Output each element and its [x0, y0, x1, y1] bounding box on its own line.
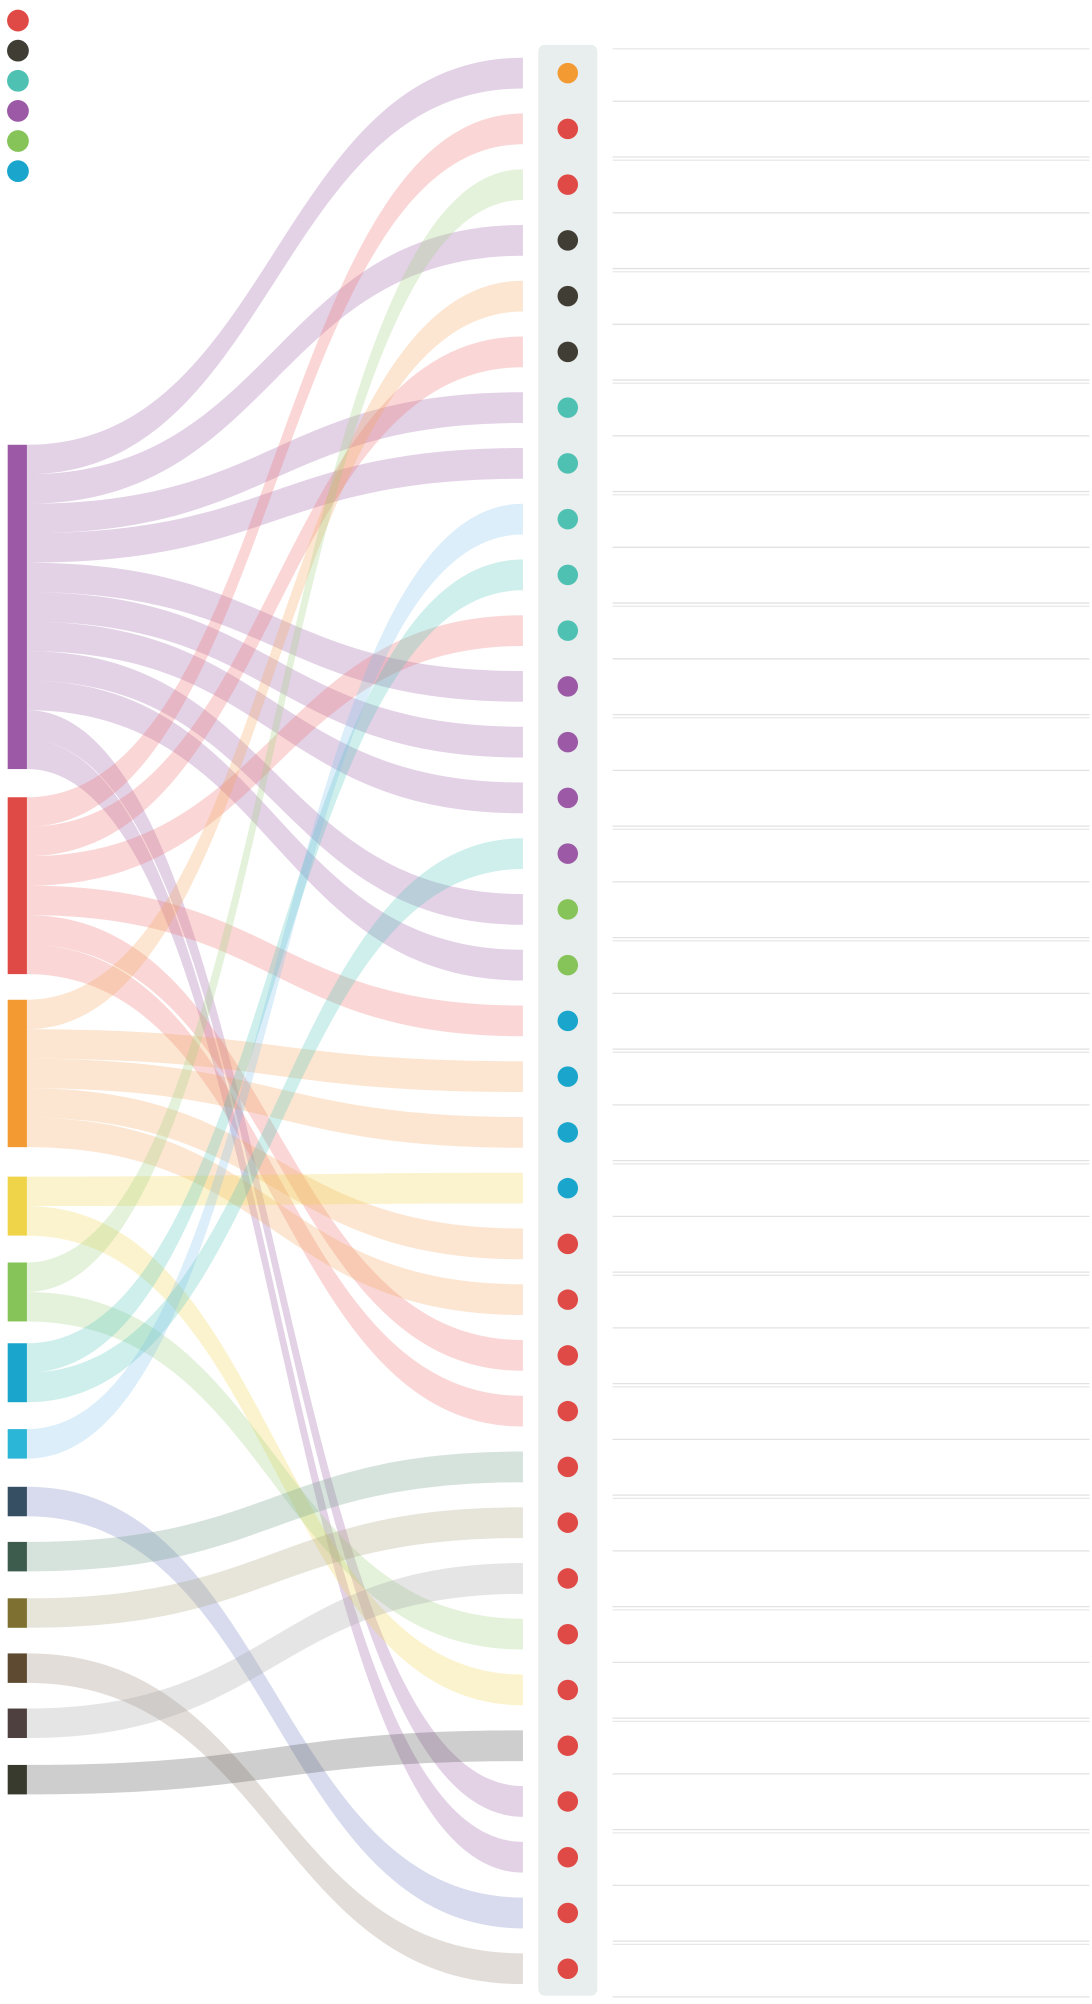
target-dot — [557, 1679, 579, 1701]
target-dot — [557, 1456, 579, 1478]
link — [26, 615, 523, 886]
link — [26, 838, 523, 1403]
link — [26, 392, 523, 534]
source-node — [7, 1653, 27, 1683]
link — [26, 503, 523, 1459]
link — [26, 739, 523, 1873]
legend-dot — [7, 130, 29, 152]
legend-dot — [7, 69, 29, 92]
target-dot — [557, 731, 579, 753]
target-dot — [557, 1400, 579, 1422]
link — [26, 885, 523, 1037]
link — [26, 1058, 523, 1148]
source-node — [7, 1429, 27, 1459]
legend-dot — [7, 160, 29, 183]
legend-dot — [7, 9, 29, 32]
link — [26, 280, 523, 1030]
link — [26, 680, 523, 981]
target-dot — [557, 620, 579, 641]
target-dot — [557, 453, 579, 474]
link — [26, 1451, 523, 1572]
target-dot — [557, 508, 579, 530]
link — [26, 169, 523, 1292]
link — [26, 113, 523, 827]
source-node — [7, 1541, 27, 1572]
source-node — [7, 999, 27, 1148]
target-dot — [557, 1735, 579, 1756]
target-dot — [557, 1345, 579, 1366]
target-dot — [557, 1791, 579, 1812]
link — [26, 447, 523, 563]
link — [26, 1088, 523, 1260]
target-dot — [557, 1066, 579, 1087]
target-dot — [557, 118, 579, 140]
legend-dot — [7, 39, 29, 62]
link — [26, 710, 523, 1817]
target-dot — [557, 564, 579, 586]
link — [26, 1730, 523, 1795]
link — [26, 1653, 523, 1985]
target-dot — [557, 676, 579, 697]
link — [26, 562, 523, 702]
source-node — [7, 444, 27, 770]
link — [26, 1486, 523, 1929]
link — [26, 944, 523, 1427]
link — [26, 336, 523, 857]
target-dot — [557, 1958, 579, 1979]
source-node — [7, 1262, 27, 1322]
link — [26, 915, 523, 1371]
source-node — [7, 1764, 27, 1795]
target-dot — [557, 397, 579, 418]
links — [26, 57, 523, 1985]
link — [26, 559, 523, 1373]
legend-dot — [7, 100, 29, 122]
link — [26, 1172, 523, 1207]
source-node — [7, 797, 27, 975]
target-dot — [557, 285, 579, 307]
link — [26, 592, 523, 758]
target-dot — [557, 1122, 579, 1143]
source-node — [7, 1486, 27, 1517]
target-dot — [557, 341, 579, 363]
link — [26, 57, 523, 475]
link — [26, 224, 523, 504]
target-dot — [557, 899, 579, 920]
target-dot — [557, 174, 579, 195]
target-dot — [557, 787, 579, 809]
target-dot — [557, 1289, 579, 1310]
target-dot — [557, 1623, 579, 1645]
source-node — [7, 1343, 27, 1403]
target-dot — [557, 1233, 579, 1255]
link — [26, 1029, 523, 1093]
target-dot — [557, 62, 579, 84]
target-dot — [557, 1568, 579, 1589]
link — [26, 1206, 523, 1706]
source-node — [7, 1598, 27, 1628]
target-dot — [557, 1902, 579, 1924]
link — [26, 651, 523, 925]
link — [26, 1507, 523, 1628]
source-node — [7, 1176, 27, 1236]
link — [26, 1291, 523, 1650]
source-node — [7, 1708, 27, 1739]
target-dot — [557, 1177, 579, 1199]
target-dot — [557, 1010, 579, 1032]
target-dot — [557, 843, 579, 864]
link — [26, 621, 523, 814]
link — [26, 1117, 523, 1316]
target-dot — [557, 1846, 579, 1868]
link — [26, 1563, 523, 1739]
target-dot — [557, 230, 579, 251]
target-dot — [557, 954, 579, 976]
target-dot — [557, 1512, 579, 1533]
